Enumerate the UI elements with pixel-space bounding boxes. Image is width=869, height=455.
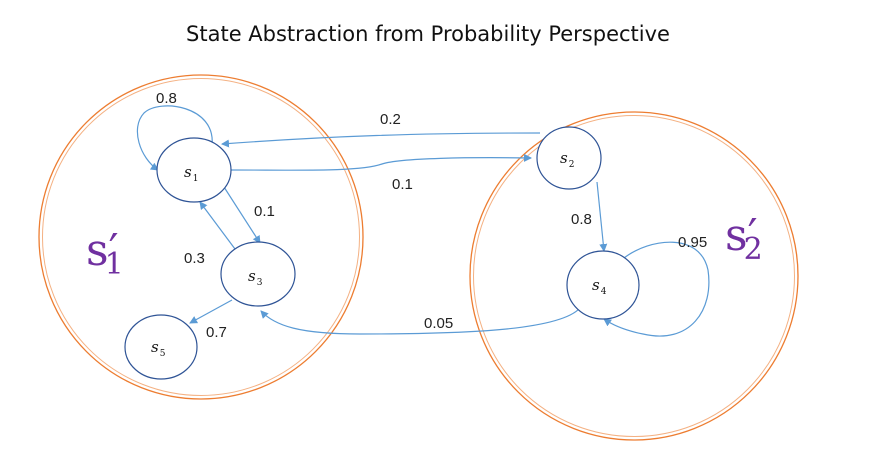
abstract-state-2-label: s′2 xyxy=(725,210,763,267)
state-s1-label: s1 xyxy=(184,163,198,184)
diagram-title: State Abstraction from Probability Persp… xyxy=(186,22,670,46)
state-s4-label: s4 xyxy=(592,276,607,297)
edge-s1-s3-label: 0.1 xyxy=(254,203,275,220)
edge-s4-s3 xyxy=(260,307,581,335)
edge-s3-s5 xyxy=(189,299,233,324)
edge-s1-s2 xyxy=(230,153,532,171)
abstract-state-2-region-inner xyxy=(473,115,795,437)
edge-s4-s4 xyxy=(603,241,710,337)
state-s5-label: s5 xyxy=(151,338,166,359)
abstract-state-2-region xyxy=(469,111,799,441)
state-s3: s3 xyxy=(220,241,296,307)
state-s1: s1 xyxy=(156,137,232,203)
state-s3-label: s3 xyxy=(248,267,263,288)
edge-s1-s1-label: 0.8 xyxy=(156,90,177,107)
abstract-state-1-region xyxy=(38,74,364,400)
abstract-state-1-label: s′1 xyxy=(86,225,124,282)
state-s5: s5 xyxy=(124,314,198,380)
state-s2: s2 xyxy=(536,126,602,190)
state-s4: s4 xyxy=(566,250,640,320)
edge-s1-s2-label: 0.1 xyxy=(392,176,413,193)
state-s2-label: s2 xyxy=(560,149,574,170)
edge-s2-s4-label: 0.8 xyxy=(571,211,592,228)
edge-s3-s5-label: 0.7 xyxy=(206,324,227,341)
edge-s4-s4-label: 0.95 xyxy=(678,234,707,251)
abstract-state-1-region-inner xyxy=(42,78,360,396)
edge-s2-s4 xyxy=(596,181,608,252)
edge-s2-s1 xyxy=(221,132,541,148)
edge-s3-s1 xyxy=(199,201,236,250)
edge-s1-s3 xyxy=(223,186,261,244)
edge-s1-s1 xyxy=(136,105,213,171)
edge-s3-s1-label: 0.3 xyxy=(184,250,205,267)
edge-s4-s3-label: 0.05 xyxy=(424,315,453,332)
edge-s2-s1-label: 0.2 xyxy=(380,111,401,128)
